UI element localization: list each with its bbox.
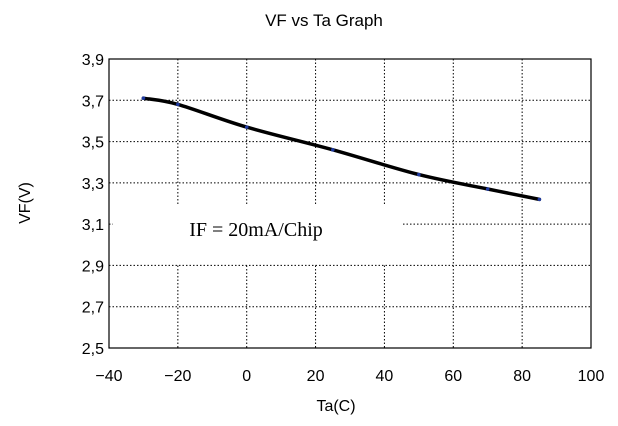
- x-tick-label: 80: [513, 368, 531, 385]
- data-point: [485, 187, 490, 191]
- x-tick-label: 40: [376, 368, 394, 385]
- y-tick-label: 3,5: [82, 135, 104, 152]
- x-tick-label: 100: [578, 368, 605, 385]
- data-point: [417, 172, 421, 177]
- series-layer: [141, 96, 542, 202]
- annotation-box: [113, 204, 403, 264]
- data-point: [537, 197, 542, 202]
- x-tick-label: −20: [164, 368, 191, 385]
- data-point: [244, 125, 249, 129]
- grid-layer: [109, 59, 591, 348]
- chart-title: VF vs Ta Graph: [265, 11, 383, 30]
- x-tick-label: 20: [307, 368, 325, 385]
- annotation-text: IF = 20mA/Chip: [189, 219, 323, 241]
- data-point: [176, 102, 180, 107]
- plot-frame: [108, 58, 592, 349]
- data-point: [141, 96, 146, 101]
- y-tick-label: 2,9: [82, 258, 104, 275]
- series-line: [141, 96, 542, 202]
- x-tick-label: 60: [444, 368, 462, 385]
- y-tick-label: 2,5: [82, 341, 104, 358]
- y-tick-label: 3,9: [82, 52, 104, 69]
- tick-layer: −40 −20 0 20 40 60 80 100 2,5 2,7 2,9 3,1 3,3 3,5 3,7 3…: [82, 52, 605, 385]
- y-axis-label: VF(V): [17, 182, 34, 224]
- x-tick-label: 0: [242, 368, 251, 385]
- y-tick-label: 3,7: [82, 93, 104, 110]
- x-axis-label: Ta(C): [316, 398, 355, 415]
- x-tick-label: −40: [95, 368, 122, 385]
- y-tick-label: 2,7: [82, 300, 104, 317]
- data-point: [330, 148, 335, 152]
- y-tick-label: 3,3: [82, 176, 104, 193]
- y-tick-label: 3,1: [82, 217, 104, 234]
